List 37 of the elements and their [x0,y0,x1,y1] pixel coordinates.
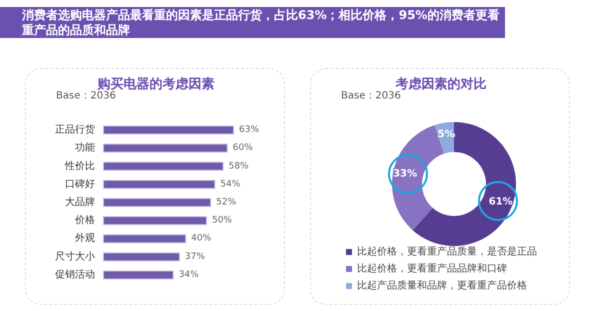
bar [103,216,207,226]
bar [103,198,212,207]
legend-label: 比起价格，更看重产品质量，是否是正品 [357,246,537,258]
bar [103,144,228,153]
y-tick-label: 尺寸大小 [55,250,95,262]
text: 消费者选购电器产品最看重的因素是正品行货，占比63%；相比价格，95%的消费者更看重产品的品质和品牌 [0,7,505,38]
data-label: 61% [488,196,513,208]
data-label: 40% [191,234,212,244]
data-label: 37% [184,252,206,262]
y-tick-label: 促销活动 [55,268,95,280]
y-tick-label: 大品牌 [65,196,95,208]
y-tick-label: 外观 [75,233,95,244]
data-label: 52% [216,198,237,208]
data-label: 50% [212,216,232,226]
data-label: 33% [393,168,418,180]
bar [103,270,174,280]
y-tick-label: 功能 [75,142,95,154]
data-label: 54% [220,179,241,190]
y-tick-label: 价格 [74,214,95,226]
bar [103,252,180,262]
legend-label: 比起产品质量和品牌，更看重产品价格 [357,280,527,292]
y-tick-label: 性价比 [64,160,95,172]
y-tick-label: 口碑好 [65,178,95,190]
bar [103,234,186,244]
data-label: 63% [239,125,260,136]
data-label: 58% [228,161,250,172]
legend-label: 比起价格，更看重产品品牌和口碑 [357,262,507,274]
bar [103,180,216,189]
bar [103,126,234,135]
data-label: 60% [232,143,254,154]
y-tick-label: 正品行货 [55,124,95,136]
bar [103,162,224,171]
data-label: 34% [178,270,200,280]
chart-title: 购买电器的考虑因素 [96,76,214,92]
text: Base：2036 [341,90,401,102]
chart-title: 考虑因素的对比 [394,76,486,92]
text: Base：2036 [56,90,116,102]
